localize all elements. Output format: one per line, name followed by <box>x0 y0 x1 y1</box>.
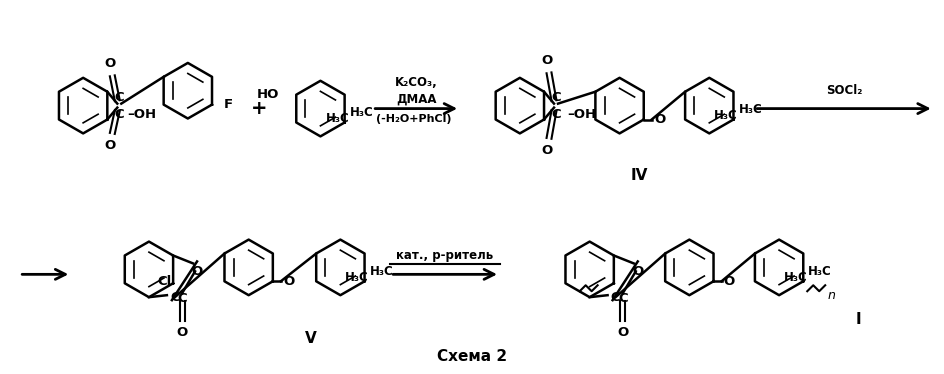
Text: (-H₂O+PhCl): (-H₂O+PhCl) <box>377 114 452 123</box>
Text: C: C <box>611 291 620 304</box>
Text: C: C <box>170 291 179 304</box>
Text: O: O <box>654 113 666 126</box>
Text: IV: IV <box>631 168 649 183</box>
Text: n: n <box>827 289 835 302</box>
Text: C: C <box>114 91 124 104</box>
Text: O: O <box>192 265 203 278</box>
Text: Cl: Cl <box>158 275 172 288</box>
Text: C: C <box>551 108 561 121</box>
Text: O: O <box>542 55 552 67</box>
Text: O: O <box>632 265 644 278</box>
Text: C: C <box>618 292 628 305</box>
Text: C: C <box>177 292 187 305</box>
Text: H₃C: H₃C <box>369 265 394 278</box>
Text: Схема 2: Схема 2 <box>437 349 507 364</box>
Text: C: C <box>114 108 124 121</box>
Text: –OH: –OH <box>567 108 597 121</box>
Text: F: F <box>224 98 232 111</box>
Text: –OH: –OH <box>127 108 157 121</box>
Text: C: C <box>551 91 561 104</box>
Text: +: + <box>250 99 267 118</box>
Text: O: O <box>177 327 188 340</box>
Text: O: O <box>105 58 116 70</box>
Text: O: O <box>283 275 295 288</box>
Text: кат., р-ритель: кат., р-ритель <box>396 249 494 262</box>
Text: H₃C: H₃C <box>346 271 369 284</box>
Text: H₃C: H₃C <box>715 109 738 122</box>
Text: H₃C: H₃C <box>349 106 374 119</box>
Text: O: O <box>105 139 116 152</box>
Text: ДМАА: ДМАА <box>396 92 436 105</box>
Text: H₃C: H₃C <box>808 265 832 278</box>
Text: HO: HO <box>257 88 279 101</box>
Text: H₃C: H₃C <box>784 271 808 284</box>
Text: K₂CO₃,: K₂CO₃, <box>395 76 437 89</box>
Text: H₃C: H₃C <box>326 112 349 125</box>
Text: SOCl₂: SOCl₂ <box>826 84 862 97</box>
Text: O: O <box>542 144 552 157</box>
Text: O: O <box>724 275 735 288</box>
Text: V: V <box>305 331 316 346</box>
Text: O: O <box>617 327 629 340</box>
Text: I: I <box>856 312 862 327</box>
Text: H₃C: H₃C <box>738 103 762 116</box>
